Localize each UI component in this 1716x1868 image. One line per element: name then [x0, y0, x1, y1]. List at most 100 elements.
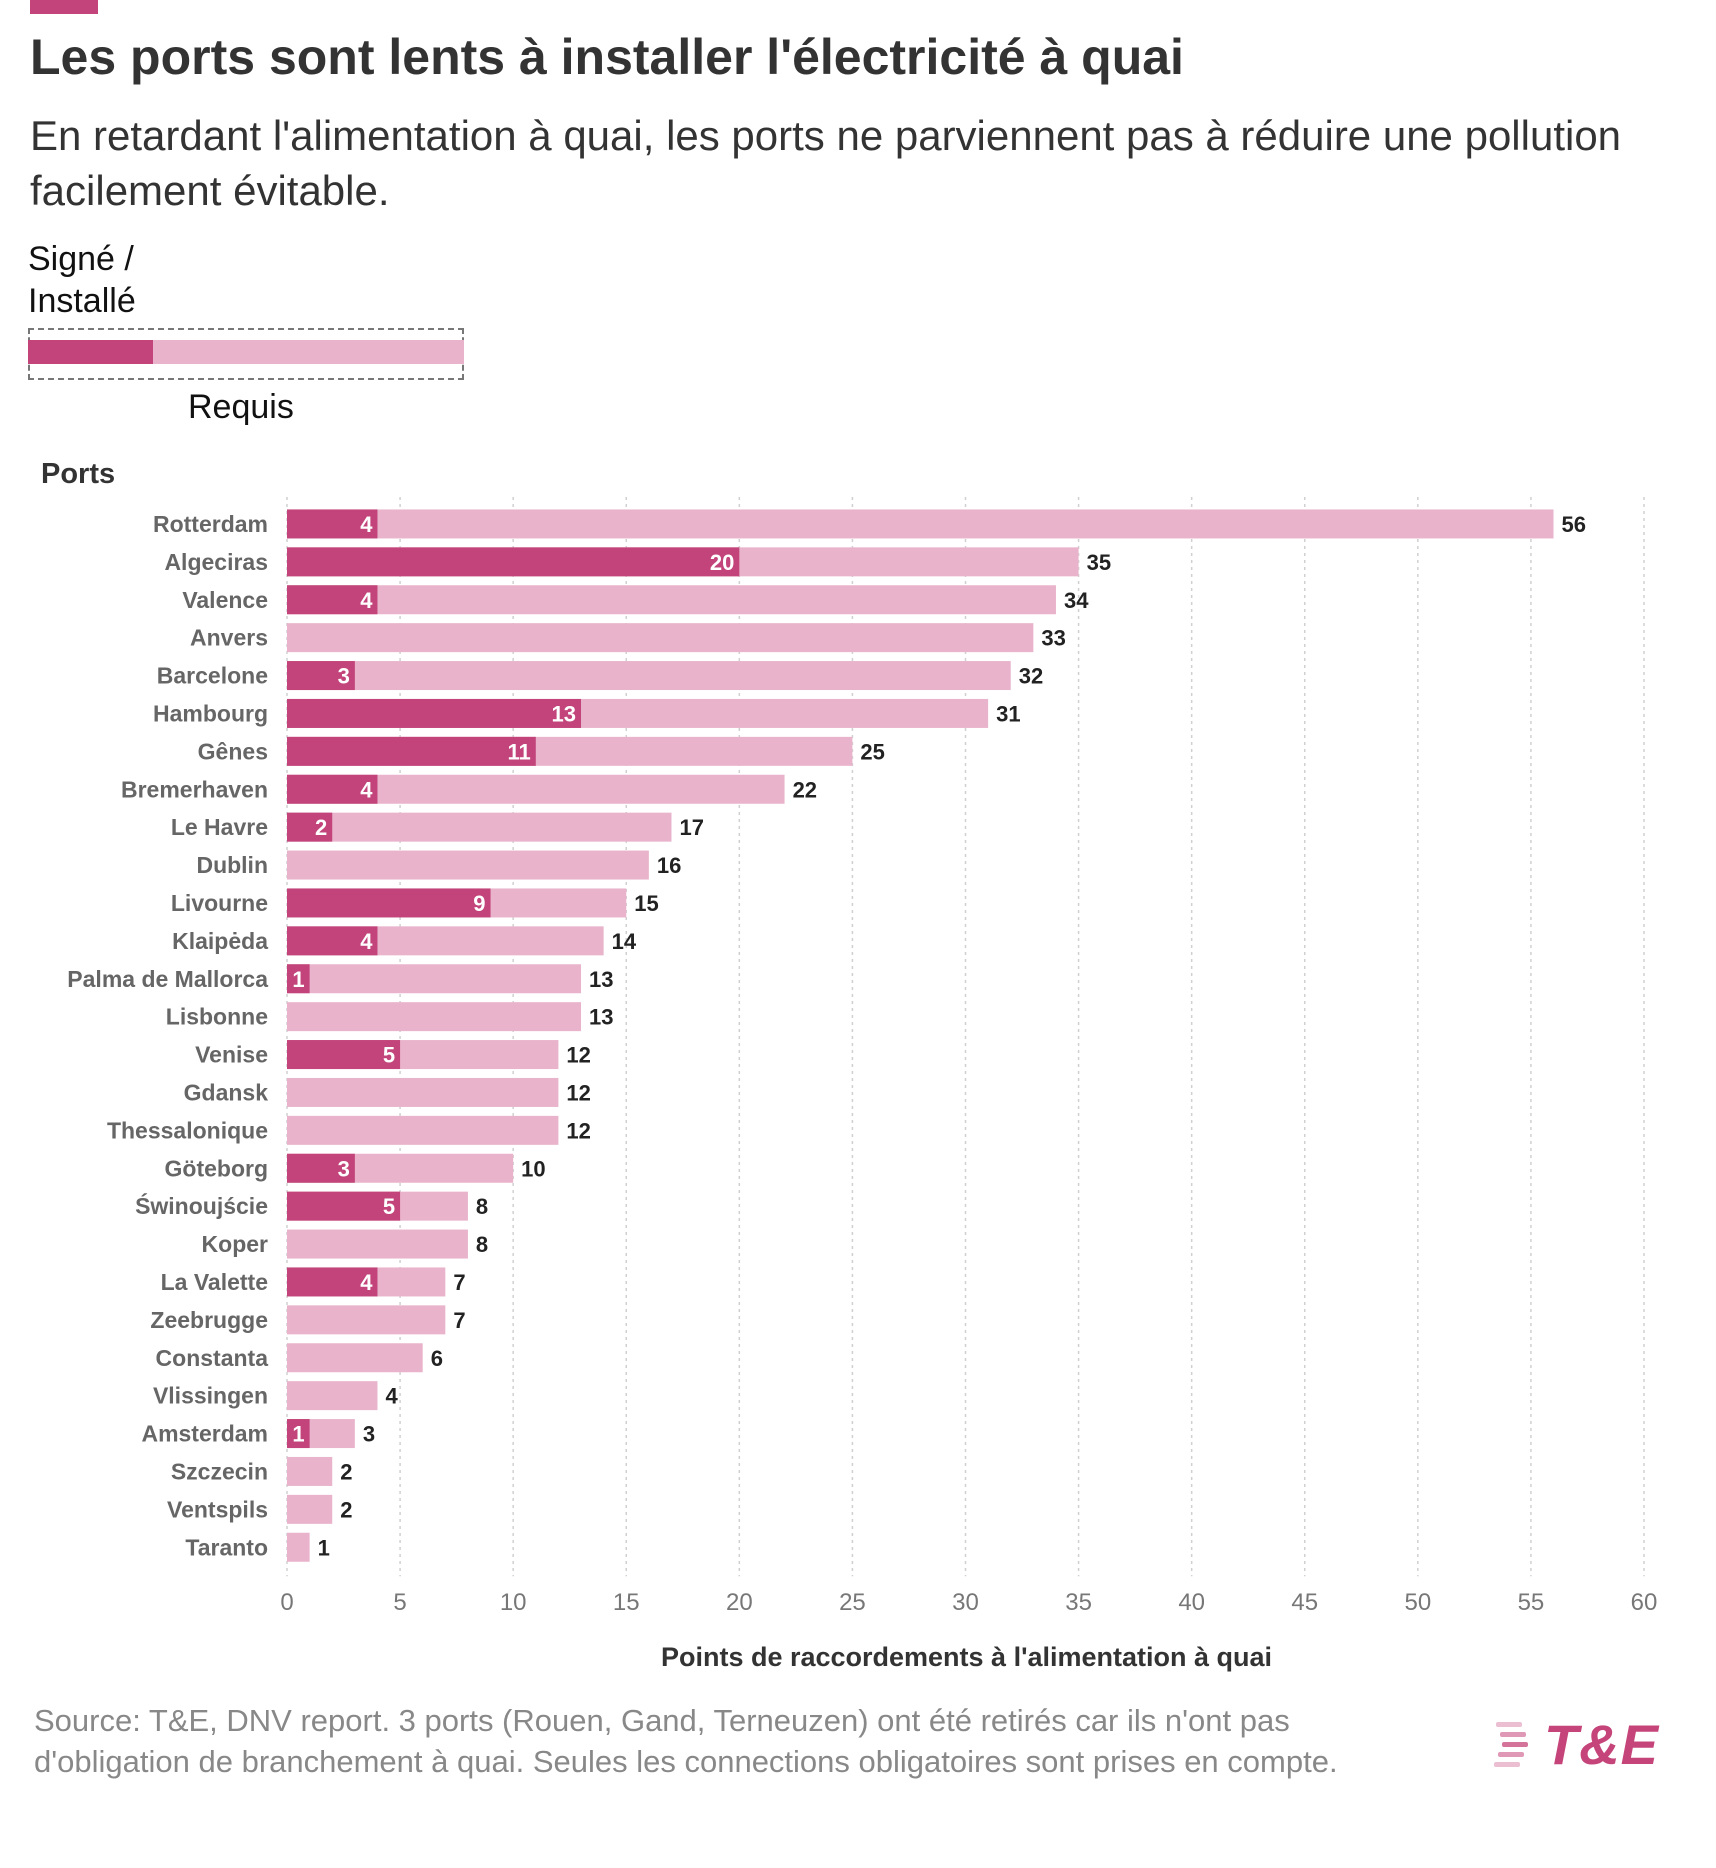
bar-label-required: 2 [340, 1459, 352, 1484]
category-label: Ventspils [167, 1496, 268, 1522]
bar-label-required: 25 [860, 739, 884, 764]
category-label: Bremerhaven [121, 776, 268, 802]
category-label: Lisbonne [166, 1004, 268, 1030]
bar-label-installed: 5 [383, 1043, 395, 1068]
bar-label-required: 7 [453, 1308, 465, 1333]
bar-installed [287, 585, 378, 615]
bar-installed [287, 1267, 378, 1297]
category-label: Barcelone [157, 663, 268, 689]
categories-title: Ports [41, 458, 116, 490]
bar-label-installed: 5 [383, 1194, 395, 1219]
bar-label-required: 56 [1562, 512, 1586, 537]
bar-label-required: 32 [1019, 664, 1043, 689]
category-label: Le Havre [171, 814, 268, 840]
category-label: Amsterdam [141, 1421, 268, 1447]
category-label: Palma de Mallorca [67, 966, 268, 992]
bar-required [287, 1494, 333, 1524]
bar-label-required: 4 [385, 1384, 398, 1409]
bar-label-installed: 4 [360, 929, 373, 954]
bar-label-required: 22 [793, 777, 817, 802]
bar-required [287, 623, 1034, 653]
bar-installed [287, 774, 378, 804]
bar-label-installed: 1 [292, 1422, 304, 1447]
category-label: Gdansk [184, 1079, 269, 1105]
category-label: Dublin [196, 852, 268, 878]
category-label: Algeciras [164, 549, 268, 575]
logo-stripes-icon [1494, 1722, 1528, 1767]
x-tick-label: 25 [839, 1589, 866, 1616]
bar-required [287, 1077, 559, 1107]
bar-required [287, 585, 1056, 615]
x-tick-label: 60 [1631, 1589, 1658, 1616]
category-label: Rotterdam [153, 511, 268, 537]
bar-installed [287, 547, 740, 577]
brand-logo: T&E [1490, 1712, 1680, 1776]
bar-label-required: 3 [363, 1422, 375, 1447]
legend: Signé / Installé Requis [28, 238, 548, 438]
bar-required [287, 661, 1011, 691]
bar-label-installed: 4 [360, 1270, 373, 1295]
bar-label-installed: 20 [710, 550, 734, 575]
category-label: Hambourg [153, 700, 268, 726]
bar-required [287, 1115, 559, 1145]
legend-label-required: Requis [188, 388, 294, 426]
bar-label-installed: 9 [473, 891, 485, 916]
bar-label-required: 1 [318, 1535, 330, 1560]
bar-required [287, 1381, 378, 1411]
bar-label-installed: 3 [338, 1156, 350, 1181]
x-tick-label: 0 [280, 1589, 293, 1616]
bar-installed [287, 1191, 401, 1221]
category-label: Valence [182, 587, 268, 613]
x-tick-label: 50 [1404, 1589, 1431, 1616]
bar-label-required: 15 [634, 891, 658, 916]
bar-label-required: 8 [476, 1194, 488, 1219]
bar-installed [287, 1419, 310, 1449]
bar-installed [287, 812, 333, 842]
bar-installed [287, 888, 491, 918]
bar-label-installed: 4 [360, 512, 373, 537]
bar-label-required: 6 [431, 1346, 443, 1371]
bar-required [287, 1229, 468, 1259]
bar-required [287, 1002, 582, 1032]
category-label: Constanta [156, 1345, 269, 1371]
bar-label-required: 14 [612, 929, 637, 954]
category-label: Taranto [185, 1534, 268, 1560]
bar-label-required: 13 [589, 1005, 613, 1030]
x-tick-label: 15 [613, 1589, 640, 1616]
category-label: Świnoujście [135, 1192, 268, 1219]
bar-installed [287, 736, 536, 766]
bar-installed [287, 1153, 355, 1183]
bar-label-required: 12 [566, 1080, 590, 1105]
bar-label-required: 2 [340, 1497, 352, 1522]
category-label: Göteborg [165, 1155, 269, 1181]
bar-installed [287, 926, 378, 956]
bar-required [287, 1532, 310, 1562]
bar-required [287, 509, 1554, 539]
category-label: Szczecin [171, 1458, 268, 1484]
bar-label-installed: 1 [292, 967, 304, 992]
bar-label-installed: 13 [552, 701, 576, 726]
chart-title: Les ports sont lents à installer l'élect… [30, 29, 1184, 85]
category-label: Vlissingen [153, 1383, 268, 1409]
category-label: La Valette [161, 1269, 268, 1295]
x-tick-label: 45 [1291, 1589, 1318, 1616]
bar-label-installed: 2 [315, 815, 327, 840]
source-note: Source: T&E, DNV report. 3 ports (Rouen,… [34, 1703, 1338, 1779]
bar-installed [287, 698, 582, 728]
bar-label-required: 8 [476, 1232, 488, 1257]
category-label: Venise [195, 1042, 268, 1068]
bar-label-required: 7 [453, 1270, 465, 1295]
x-tick-label: 5 [393, 1589, 406, 1616]
category-label: Anvers [190, 625, 268, 651]
bar-label-required: 12 [566, 1043, 590, 1068]
accent-bar [30, 0, 98, 14]
bar-installed [287, 964, 310, 994]
bar-label-required: 16 [657, 853, 681, 878]
bar-installed [287, 509, 378, 539]
x-tick-label: 55 [1518, 1589, 1545, 1616]
x-tick-label: 40 [1178, 1589, 1205, 1616]
category-label: Livourne [171, 890, 268, 916]
bar-label-installed: 4 [360, 777, 373, 802]
bar-required [287, 1305, 446, 1335]
